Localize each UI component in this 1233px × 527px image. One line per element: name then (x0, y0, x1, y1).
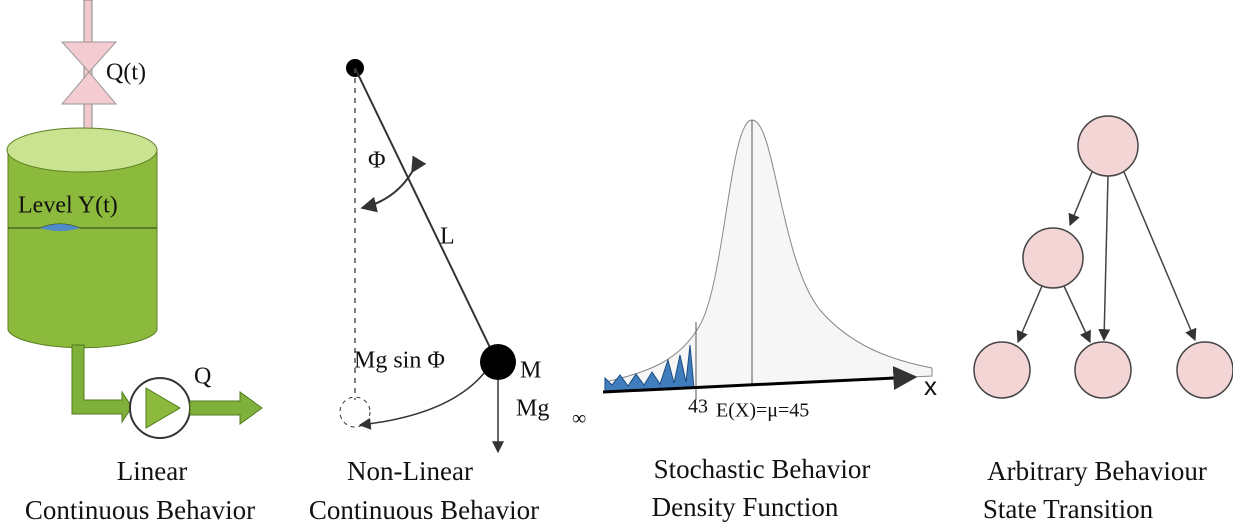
caption: Continuous Behavior (25, 495, 255, 525)
valve (60, 41, 118, 105)
rod (354, 67, 498, 363)
tank-top (6, 127, 158, 173)
axis-label: x (924, 371, 937, 401)
tank-body (7, 149, 158, 349)
x-axis (602, 366, 918, 394)
caption: Non-Linear (347, 456, 473, 486)
mass-label: M (520, 358, 541, 384)
inflow-label: Q(t) (106, 60, 146, 86)
caption: Continuous Behavior (309, 495, 539, 525)
state-graph-panel (973, 115, 1233, 399)
state-node (1022, 227, 1084, 289)
caption: Linear (117, 456, 187, 486)
tick-label: 43 (688, 396, 708, 418)
pendulum-panel: Φ L Mg sin Φ M Mg ∞ Non-Linear Continuou… (309, 59, 586, 525)
outflow-label: Q (194, 364, 211, 390)
rest-mass (339, 396, 371, 428)
state-node (1176, 341, 1233, 399)
force-label: Mg sin Φ (354, 348, 445, 374)
distribution-panel: x 43 E(X)=μ=45 Stochastic Behavior Densi… (602, 119, 937, 522)
weight-label: Mg (516, 396, 549, 422)
pump-triangle (145, 387, 181, 429)
edge (1098, 175, 1111, 342)
edge (1123, 171, 1197, 342)
state-node (973, 341, 1031, 399)
caption: Arbitrary Behaviour (987, 456, 1207, 486)
annotation: ∞ (572, 408, 586, 430)
level-wave (40, 224, 80, 231)
edge (1068, 171, 1093, 227)
mass (480, 344, 516, 380)
state-node (1074, 341, 1132, 399)
level-label: Level Y(t) (18, 193, 118, 219)
caption: State Transition (983, 494, 1154, 524)
outflow-arrow (189, 391, 263, 425)
swing-arrow (358, 371, 486, 430)
angle-arc (360, 155, 427, 213)
edge (1063, 285, 1091, 344)
outflow-pipe (71, 344, 133, 424)
tank-panel: Q(t) Level Y(t) Q Linear Continuous Beha… (6, 0, 263, 525)
density-curve (604, 119, 933, 393)
caption: Density Function (652, 492, 839, 522)
length-label: L (440, 224, 455, 250)
state-node (1077, 115, 1139, 177)
caption: Stochastic Behavior (654, 454, 871, 484)
angle-label: Φ (368, 148, 386, 174)
tail-area (604, 344, 695, 392)
mean-label: E(X)=μ=45 (716, 400, 809, 422)
edge (1016, 285, 1043, 344)
